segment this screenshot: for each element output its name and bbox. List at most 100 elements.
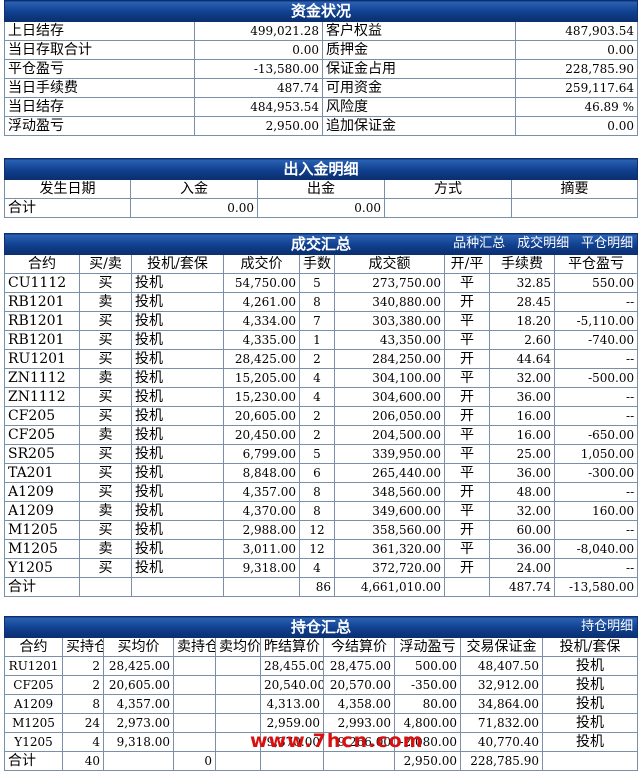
trades-header: 平仓盈亏	[553, 254, 639, 274]
trades-cell: 1	[299, 330, 335, 350]
trades-cell: 8	[299, 501, 335, 521]
positions-cell: 4,313.00	[260, 694, 324, 714]
funds-row: 当日结存 484,953.54 风险度 46.89 %	[4, 97, 639, 117]
positions-table: 持仓汇总 持仓明细 合约买持仓买均价卖持仓卖均价昨结算价今结算价浮动盈亏交易保证…	[3, 616, 639, 771]
trades-cell: 买	[79, 349, 132, 369]
funds-value: 259,117.64	[514, 78, 639, 98]
positions-total-margin: 228,785.90	[460, 751, 543, 771]
trades-cell: -650.00	[553, 425, 639, 445]
trades-cell: --	[553, 520, 639, 540]
positions-cell: 20,540.00	[260, 675, 324, 695]
trades-cell: 2	[299, 425, 335, 445]
trades-cell: 6	[299, 463, 335, 483]
trades-cell: 304,600.00	[334, 387, 445, 407]
positions-cell	[215, 732, 261, 752]
funds-value: 0.00	[194, 40, 323, 60]
positions-cell	[173, 732, 216, 752]
trades-cell: 投机	[131, 406, 224, 426]
trades-cell: 24.00	[489, 558, 555, 578]
funds-title: 资金状况	[3, 0, 639, 22]
trades-cell: 投机	[131, 539, 224, 559]
table-row: SR205 买投机 6,799.00 5 339,950.00 平 25.00 1,050.0…	[4, 444, 639, 464]
trades-cell: 开	[444, 387, 490, 407]
positions-cell: 2,959.00	[260, 713, 324, 733]
positions-cell: -350.00	[394, 675, 461, 695]
positions-detail-link[interactable]: 持仓明细	[581, 619, 634, 634]
trades-cell: 4	[299, 387, 335, 407]
trades-cell: --	[553, 292, 639, 312]
trades-cell: Y1205	[4, 558, 80, 578]
positions-cell	[173, 656, 216, 676]
trades-cell: 36.00	[489, 539, 555, 559]
trades-cell: 平	[444, 444, 490, 464]
trades-cell: --	[553, 349, 639, 369]
trades-link[interactable]: 品种汇总	[453, 236, 506, 251]
trades-header: 成交额	[334, 254, 445, 274]
trades-total-fee: 487.74	[489, 577, 555, 597]
trades-cell: 1,050.00	[553, 444, 639, 464]
trades-cell: 开	[444, 520, 490, 540]
positions-cell: 2,993.00	[323, 713, 395, 733]
funds-row: 上日结存 499,021.28 客户权益 487,903.54	[4, 21, 639, 41]
trades-total-pnl: -13,580.00	[553, 577, 639, 597]
trades-cell: 348,560.00	[334, 482, 445, 502]
trades-cell: 买	[79, 406, 132, 426]
positions-cell	[215, 656, 261, 676]
positions-cell: 2	[62, 656, 104, 676]
positions-cell: 4,800.00	[394, 713, 461, 733]
trades-table: 成交汇总 品种汇总 成交明细 平仓明细 合约 买/卖 投机/套保 成交价 手数 成交额 开/平手…	[3, 233, 639, 597]
trades-cell: 43,350.00	[334, 330, 445, 350]
table-row: RB1201 买投机 4,335.00 1 43,350.00 平 2.60 -740.00	[4, 330, 639, 350]
trades-cell: 投机	[131, 349, 224, 369]
funds-row: 浮动盈亏 2,950.00 追加保证金 0.00	[4, 116, 639, 136]
cashflow-total-label: 合计	[4, 198, 131, 218]
trades-link[interactable]: 平仓明细	[581, 236, 634, 251]
positions-header: 买均价	[103, 637, 174, 657]
funds-value: -13,580.00	[194, 59, 323, 79]
trades-cell: 平	[444, 330, 490, 350]
positions-cell: 2,973.00	[103, 713, 174, 733]
trades-total-label: 合计	[4, 577, 80, 597]
funds-value: 46.89 %	[514, 97, 639, 117]
trades-link[interactable]: 成交明细	[517, 236, 570, 251]
positions-cell: 9,266.00	[323, 732, 395, 752]
trades-cell: 4,357.00	[223, 482, 300, 502]
positions-cell: CF205	[4, 675, 63, 695]
positions-header: 卖均价	[215, 637, 261, 657]
trades-cell: RB1201	[4, 330, 80, 350]
positions-cell	[173, 713, 216, 733]
table-row: RU1201 2 28,425.00 28,455.00 28,475.00 500.00…	[4, 656, 639, 676]
trades-cell: 12	[299, 520, 335, 540]
positions-total-float: 2,950.00	[394, 751, 461, 771]
trades-cell: 12	[299, 539, 335, 559]
trades-cell: M1205	[4, 539, 80, 559]
trades-cell: 44.64	[489, 349, 555, 369]
trades-cell: 5	[299, 444, 335, 464]
trades-cell: 15,230.00	[223, 387, 300, 407]
trades-cell: 平	[444, 311, 490, 331]
table-row: A1209 买投机 4,357.00 8 348,560.00 开 48.00 --	[4, 482, 639, 502]
table-row: Y1205 买投机 9,318.00 4 372,720.00 开 24.00 --	[4, 558, 639, 578]
trades-cell: 买	[79, 463, 132, 483]
trades-cell: 284,250.00	[334, 349, 445, 369]
trades-cell: 卖	[79, 425, 132, 445]
trades-cell: 2	[299, 406, 335, 426]
trades-cell: 349,600.00	[334, 501, 445, 521]
positions-cell: A1209	[4, 694, 63, 714]
table-row: CU1112 买投机 54,750.00 5 273,750.00 平 32.85 550.0…	[4, 273, 639, 293]
positions-cell	[215, 694, 261, 714]
positions-cell: 71,832.00	[460, 713, 543, 733]
cashflow-total-in: 0.00	[130, 198, 258, 218]
trades-cell: 28.45	[489, 292, 555, 312]
trades-cell: 开	[444, 292, 490, 312]
positions-cell	[173, 694, 216, 714]
table-row: RU1201 买投机 28,425.00 2 284,250.00 开 44.64 --	[4, 349, 639, 369]
positions-title: 持仓汇总	[291, 618, 352, 636]
trades-cell: TA201	[4, 463, 80, 483]
positions-cell: 4	[62, 732, 104, 752]
trades-cell: SR205	[4, 444, 80, 464]
trades-cell: 36.00	[489, 387, 555, 407]
trades-cell: 3,011.00	[223, 539, 300, 559]
trades-cell: 买	[79, 444, 132, 464]
positions-cell: 4,357.00	[103, 694, 174, 714]
